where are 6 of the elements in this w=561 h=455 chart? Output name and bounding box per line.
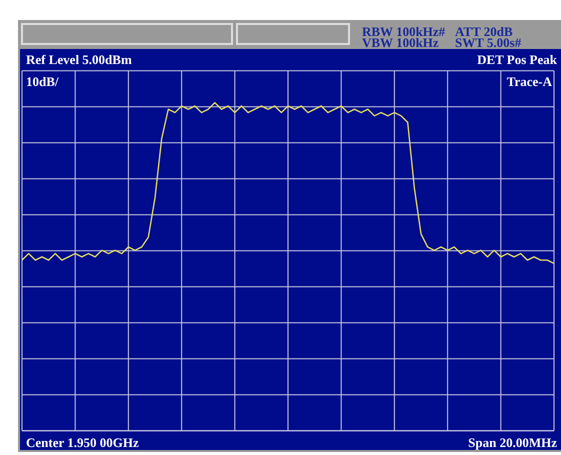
text: DET Pos Peak	[477, 52, 558, 67]
text: Ref Level 5.00dBm	[26, 52, 132, 67]
text: Trace-A	[506, 74, 553, 89]
text: 10dB/	[26, 74, 59, 89]
text: Span 20.00MHz	[468, 435, 558, 450]
text: Center 1.950 00GHz	[26, 435, 139, 450]
